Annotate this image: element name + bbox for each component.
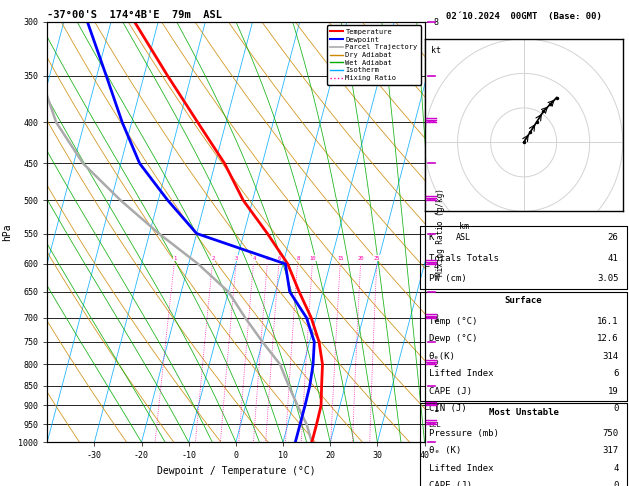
Text: Lifted Index: Lifted Index bbox=[429, 369, 493, 379]
Text: Totals Totals: Totals Totals bbox=[429, 254, 499, 263]
Text: K: K bbox=[429, 233, 434, 243]
Text: 750: 750 bbox=[603, 429, 618, 438]
Text: 5: 5 bbox=[266, 256, 269, 260]
Text: 317: 317 bbox=[603, 446, 618, 455]
Text: Surface: Surface bbox=[505, 296, 542, 306]
Text: Pressure (mb): Pressure (mb) bbox=[429, 429, 499, 438]
Text: 19: 19 bbox=[608, 387, 618, 396]
Legend: Temperature, Dewpoint, Parcel Trajectory, Dry Adiabat, Wet Adiabat, Isotherm, Mi: Temperature, Dewpoint, Parcel Trajectory… bbox=[326, 25, 421, 85]
Text: CIN (J): CIN (J) bbox=[429, 404, 467, 414]
Y-axis label: hPa: hPa bbox=[3, 223, 13, 241]
Text: 314: 314 bbox=[603, 352, 618, 361]
Text: 0: 0 bbox=[613, 481, 618, 486]
Text: 1: 1 bbox=[173, 256, 177, 260]
X-axis label: Dewpoint / Temperature (°C): Dewpoint / Temperature (°C) bbox=[157, 466, 315, 476]
Text: Temp (°C): Temp (°C) bbox=[429, 317, 477, 326]
Text: Lifted Index: Lifted Index bbox=[429, 464, 493, 473]
Text: 0: 0 bbox=[613, 404, 618, 414]
Text: 26: 26 bbox=[608, 233, 618, 243]
Text: 16.1: 16.1 bbox=[597, 317, 618, 326]
Text: 12.6: 12.6 bbox=[597, 334, 618, 344]
Text: 8: 8 bbox=[296, 256, 299, 260]
Text: 10: 10 bbox=[309, 256, 316, 260]
Text: 6: 6 bbox=[277, 256, 281, 260]
Text: PW (cm): PW (cm) bbox=[429, 274, 467, 283]
Text: 4: 4 bbox=[252, 256, 255, 260]
Text: Mixing Ratio (g/kg): Mixing Ratio (g/kg) bbox=[436, 188, 445, 276]
Text: 3: 3 bbox=[235, 256, 238, 260]
Text: 41: 41 bbox=[608, 254, 618, 263]
Text: Most Unstable: Most Unstable bbox=[489, 408, 559, 417]
Y-axis label: km
ASL: km ASL bbox=[456, 223, 471, 242]
Text: kt: kt bbox=[430, 46, 440, 55]
Text: 3.05: 3.05 bbox=[597, 274, 618, 283]
Text: LCL: LCL bbox=[428, 422, 441, 429]
Text: Dewp (°C): Dewp (°C) bbox=[429, 334, 477, 344]
Text: 20: 20 bbox=[358, 256, 364, 260]
Text: θₑ (K): θₑ (K) bbox=[429, 446, 461, 455]
Text: 02´10.2024  00GMT  (Base: 00): 02´10.2024 00GMT (Base: 00) bbox=[446, 12, 601, 21]
Text: 25: 25 bbox=[374, 256, 381, 260]
Text: CAPE (J): CAPE (J) bbox=[429, 481, 472, 486]
Text: 2: 2 bbox=[211, 256, 214, 260]
Text: 15: 15 bbox=[337, 256, 344, 260]
Text: 6: 6 bbox=[613, 369, 618, 379]
Text: θₑ(K): θₑ(K) bbox=[429, 352, 455, 361]
Text: -37°00'S  174°4B'E  79m  ASL: -37°00'S 174°4B'E 79m ASL bbox=[47, 10, 222, 20]
Text: 4: 4 bbox=[613, 464, 618, 473]
Text: CAPE (J): CAPE (J) bbox=[429, 387, 472, 396]
